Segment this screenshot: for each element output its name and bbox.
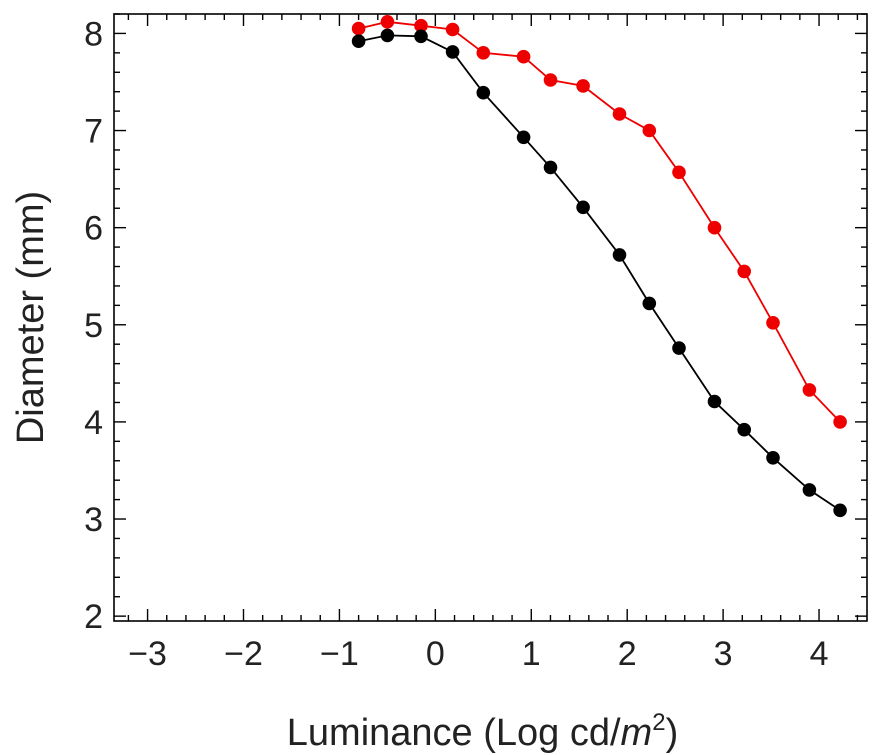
series-line-1 (358, 20, 841, 423)
x-axis-title-superscript: 2 (652, 709, 665, 736)
series-2-point (642, 296, 657, 311)
series-2-point (576, 200, 590, 215)
series-1-point (707, 220, 722, 235)
x-axis-title-italic: m (621, 712, 653, 754)
x-axis-title-prefix: Luminance (Log cd/ (287, 712, 621, 754)
series-2-point (612, 248, 627, 262)
x-tick-label: −3 (128, 635, 167, 673)
x-tick-label: −1 (320, 635, 359, 673)
series-1-point (833, 415, 847, 429)
y-tick-label: 4 (84, 404, 103, 442)
x-tick-label: 4 (810, 635, 829, 673)
series-2-point (737, 422, 751, 437)
series-2-point (802, 483, 817, 497)
series-1-point (516, 49, 531, 64)
x-tick-label: −2 (224, 635, 263, 673)
series-2-point (543, 160, 558, 175)
series-1-point (380, 14, 395, 29)
series-1-point (672, 165, 686, 180)
x-tick-labels: −3 −2 −1 0 1 2 3 4 (128, 635, 828, 673)
series-2-point (414, 29, 428, 44)
series-1-point (543, 73, 558, 87)
y-tick-label: 2 (84, 598, 103, 636)
x-axis-title: Luminance (Log cd/m2) (287, 709, 678, 754)
series-2-point (476, 85, 491, 100)
series-line-2 (358, 34, 841, 512)
series-2-point (766, 451, 780, 465)
series-1-point (766, 316, 780, 330)
x-tick-label: 1 (522, 635, 541, 673)
x-tick-label: 2 (618, 635, 637, 673)
plot-frame (113, 13, 868, 622)
y-tick-label: 3 (84, 501, 103, 539)
series-2-point (380, 28, 395, 43)
series-1-point (642, 123, 657, 138)
series-2-point (833, 503, 847, 518)
series-2-point (445, 45, 460, 59)
series-1-point (445, 22, 460, 37)
y-tick-label: 5 (84, 307, 103, 345)
series-2-point (672, 341, 686, 355)
y-tick-label: 7 (84, 113, 103, 151)
y-tick-label: 8 (84, 15, 103, 53)
y-tick-label: 6 (84, 210, 103, 248)
series-1-point (476, 46, 491, 60)
y-axis-title: Diameter (mm) (10, 191, 52, 444)
series-layer (351, 14, 847, 518)
x-tick-label: 3 (714, 635, 733, 673)
series-1-point (576, 79, 590, 93)
series-1-point (414, 18, 428, 33)
series-1-point (612, 107, 627, 121)
series-1-point (737, 264, 751, 279)
series-2-point (707, 394, 722, 409)
series-1-point (351, 21, 366, 36)
x-tick-label: 0 (426, 635, 445, 673)
series-2-point (351, 34, 366, 48)
series-1-point (802, 383, 817, 397)
x-axis-title-suffix: ) (666, 712, 679, 754)
series-2-point (516, 130, 531, 145)
y-tick-labels: 2 3 4 5 6 7 8 (84, 15, 103, 636)
ticks-layer (114, 13, 867, 621)
